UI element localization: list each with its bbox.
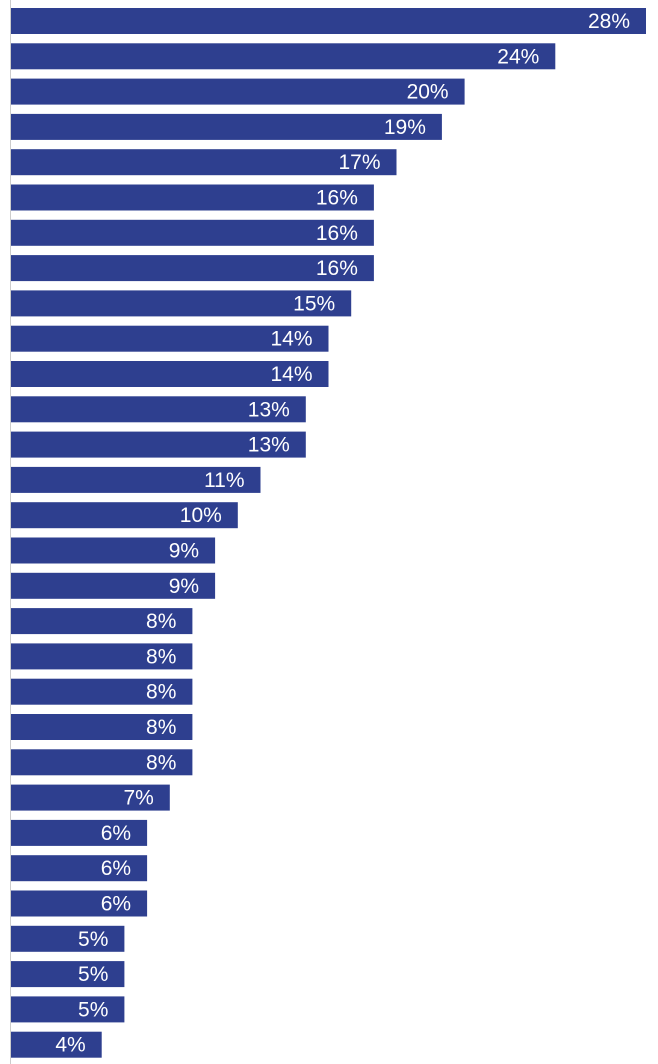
- bar: [11, 819, 148, 846]
- bar-value-label: 8%: [146, 716, 176, 739]
- bar-value-label: 14%: [270, 363, 312, 386]
- bar: [11, 608, 193, 635]
- bar: [11, 290, 352, 317]
- bar: [11, 890, 148, 917]
- bar: [11, 572, 216, 599]
- bar: [11, 961, 125, 988]
- bar-value-label: 5%: [78, 928, 108, 951]
- bar-value-label: 4%: [55, 1034, 85, 1057]
- bar-value-label: 17%: [338, 151, 380, 174]
- bar-value-label: 19%: [384, 116, 426, 139]
- bar: [11, 784, 170, 811]
- bar-value-label: 9%: [169, 575, 199, 598]
- bar: [11, 255, 374, 282]
- bar: [11, 925, 125, 952]
- bar: [11, 855, 148, 882]
- bar-value-label: 6%: [101, 857, 131, 880]
- bar-value-label: 10%: [180, 504, 222, 527]
- bar-value-label: 13%: [248, 398, 290, 421]
- bar-value-label: 20%: [407, 81, 449, 104]
- bar-value-label: 5%: [78, 963, 108, 986]
- bar-value-label: 16%: [316, 187, 358, 210]
- bar: [11, 749, 193, 776]
- bar: [11, 431, 306, 458]
- bar-value-label: 8%: [146, 610, 176, 633]
- bar-value-label: 6%: [101, 822, 131, 845]
- bar: [11, 149, 397, 176]
- bar: [11, 113, 442, 140]
- bar-value-label: 13%: [248, 434, 290, 457]
- bar-value-label: 7%: [123, 787, 153, 810]
- bar-value-label: 9%: [169, 540, 199, 563]
- bar-value-label: 8%: [146, 681, 176, 704]
- bar: [11, 466, 261, 493]
- bar: [11, 43, 556, 70]
- bar: [11, 1031, 102, 1058]
- bar-value-label: 6%: [101, 893, 131, 916]
- bar: [11, 537, 216, 564]
- bar-value-label: 28%: [588, 10, 630, 33]
- bar-value-label: 8%: [146, 645, 176, 668]
- bar: [11, 78, 465, 105]
- bar-value-label: 11%: [204, 469, 244, 492]
- bar-value-label: 8%: [146, 751, 176, 774]
- bar: [11, 714, 193, 740]
- bar-value-label: 16%: [316, 257, 358, 280]
- bar: [11, 996, 125, 1023]
- bar-value-label: 5%: [78, 998, 108, 1021]
- bar-value-label: 24%: [497, 45, 539, 68]
- bar: [11, 396, 306, 423]
- bar: [11, 678, 193, 705]
- bar: [11, 219, 374, 246]
- bar: [11, 8, 646, 34]
- bar-value-label: 15%: [293, 292, 335, 315]
- bar: [11, 502, 238, 529]
- bar: [11, 361, 329, 387]
- bar: [11, 643, 193, 670]
- bar: [11, 184, 374, 211]
- bar-value-label: 14%: [270, 328, 312, 351]
- bars-group: 28%24%20%19%17%16%16%16%15%14%14%13%13%1…: [11, 8, 646, 1058]
- bar-value-label: 16%: [316, 222, 358, 245]
- bar: [11, 325, 329, 352]
